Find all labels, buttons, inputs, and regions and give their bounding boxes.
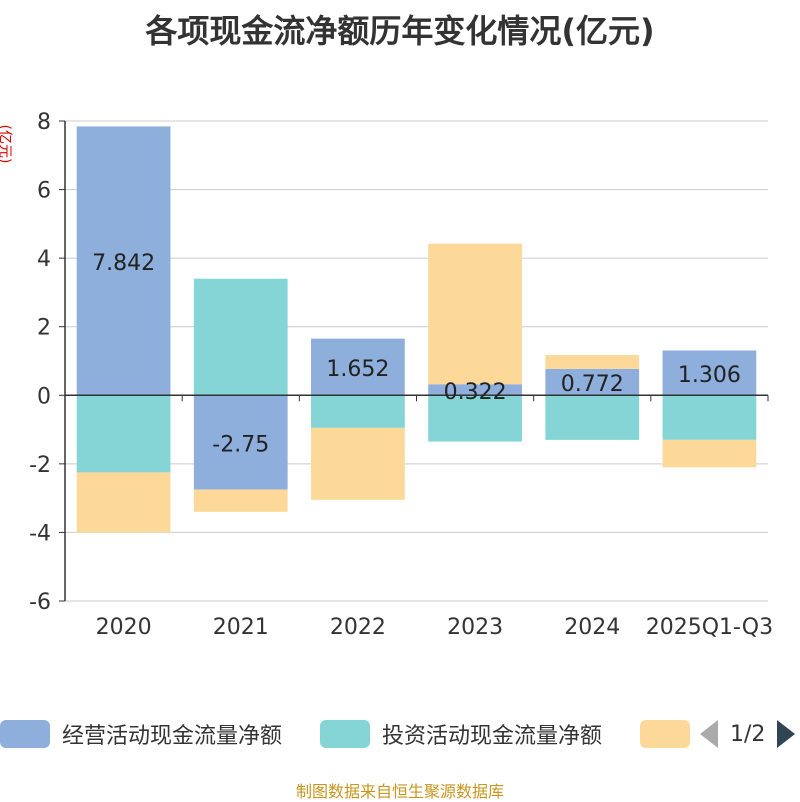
data-label: 7.842 xyxy=(92,251,155,276)
y-tick-label: 0 xyxy=(37,384,51,409)
x-tick-label: 2023 xyxy=(447,615,503,640)
legend-item-investing[interactable]: 投资活动现金流量净额 xyxy=(320,716,602,752)
y-tick-label: 2 xyxy=(37,316,51,341)
legend-next-page-icon[interactable] xyxy=(777,720,796,748)
bar-2024-series-2[interactable] xyxy=(545,355,640,369)
data-label: 0.772 xyxy=(561,372,624,397)
legend-pager: 1/2 xyxy=(700,716,796,752)
data-labels: 7.842 -2.75 1.652 0.322 0.772 1.306 xyxy=(92,251,741,458)
bar-2021-series-2[interactable] xyxy=(193,489,288,512)
bar-2023-series-2[interactable] xyxy=(428,243,522,385)
x-tick-label: 2021 xyxy=(213,615,269,640)
y-tick-label: -6 xyxy=(29,590,51,615)
axes: -6 -4 -2 0 2 4 6 8 2020 2021 2022 2023 2024 2025Q1-Q3 xyxy=(29,110,773,640)
bar-2023-series-0[interactable] xyxy=(428,384,522,396)
bar-2025Q1-Q3-series-2[interactable] xyxy=(662,439,757,468)
y-tick-label: -4 xyxy=(29,521,51,546)
legend-page-indicator: 1/2 xyxy=(730,721,766,747)
x-tick-label: 2020 xyxy=(96,615,152,640)
data-label: -2.75 xyxy=(212,432,269,457)
legend-swatch-operating xyxy=(0,720,50,748)
x-tick-label: 2024 xyxy=(564,615,620,640)
data-source-note: 制图数据来自恒生聚源数据库 xyxy=(295,782,504,801)
bar-2020-series-1[interactable] xyxy=(76,395,171,473)
y-tick-label: 8 xyxy=(37,110,51,135)
legend-item-operating[interactable]: 经营活动现金流量净额 xyxy=(0,716,282,752)
legend-label-investing: 投资活动现金流量净额 xyxy=(382,724,603,749)
chart-title: 各项现金流净额历年变化情况(亿元) xyxy=(145,12,655,50)
bar-2024-series-1[interactable] xyxy=(545,395,640,440)
x-tick-label: 2025Q1-Q3 xyxy=(646,615,773,640)
x-tick-label: 2022 xyxy=(330,615,386,640)
bar-2025Q1-Q3-series-0[interactable] xyxy=(662,350,757,396)
chart-canvas: -6 -4 -2 0 2 4 6 8 2020 2021 2022 2023 2024 2025Q1-Q3… xyxy=(29,110,773,640)
bar-2020-series-0[interactable] xyxy=(76,126,171,396)
bar-2022-series-0[interactable] xyxy=(311,338,405,396)
legend-item-financing[interactable] xyxy=(640,716,690,752)
bar-2023-series-1[interactable] xyxy=(428,395,522,442)
data-label: 1.652 xyxy=(326,357,389,382)
bar-2020-series-2[interactable] xyxy=(76,472,171,533)
bar-2021-series-1[interactable] xyxy=(193,278,288,396)
bar-2024-series-0[interactable] xyxy=(545,368,640,396)
data-label: 1.306 xyxy=(678,363,741,388)
bar-2022-series-1[interactable] xyxy=(311,395,405,428)
data-label: 0.322 xyxy=(444,380,507,405)
y-tick-label: 4 xyxy=(37,247,51,272)
legend-label-operating: 经营活动现金流量净额 xyxy=(62,724,283,749)
y-tick-label: 6 xyxy=(37,179,51,204)
bar-marks xyxy=(76,126,757,533)
legend-swatch-financing xyxy=(640,720,690,748)
legend-prev-page-icon[interactable] xyxy=(700,720,718,748)
y-tick-label: -2 xyxy=(29,453,51,478)
legend: 经营活动现金流量净额 投资活动现金流量净额 xyxy=(0,716,800,752)
bar-2021-series-0[interactable] xyxy=(193,395,288,490)
bar-2025Q1-Q3-series-1[interactable] xyxy=(662,395,757,440)
legend-swatch-investing xyxy=(320,720,370,748)
bar-2022-series-2[interactable] xyxy=(311,427,405,500)
